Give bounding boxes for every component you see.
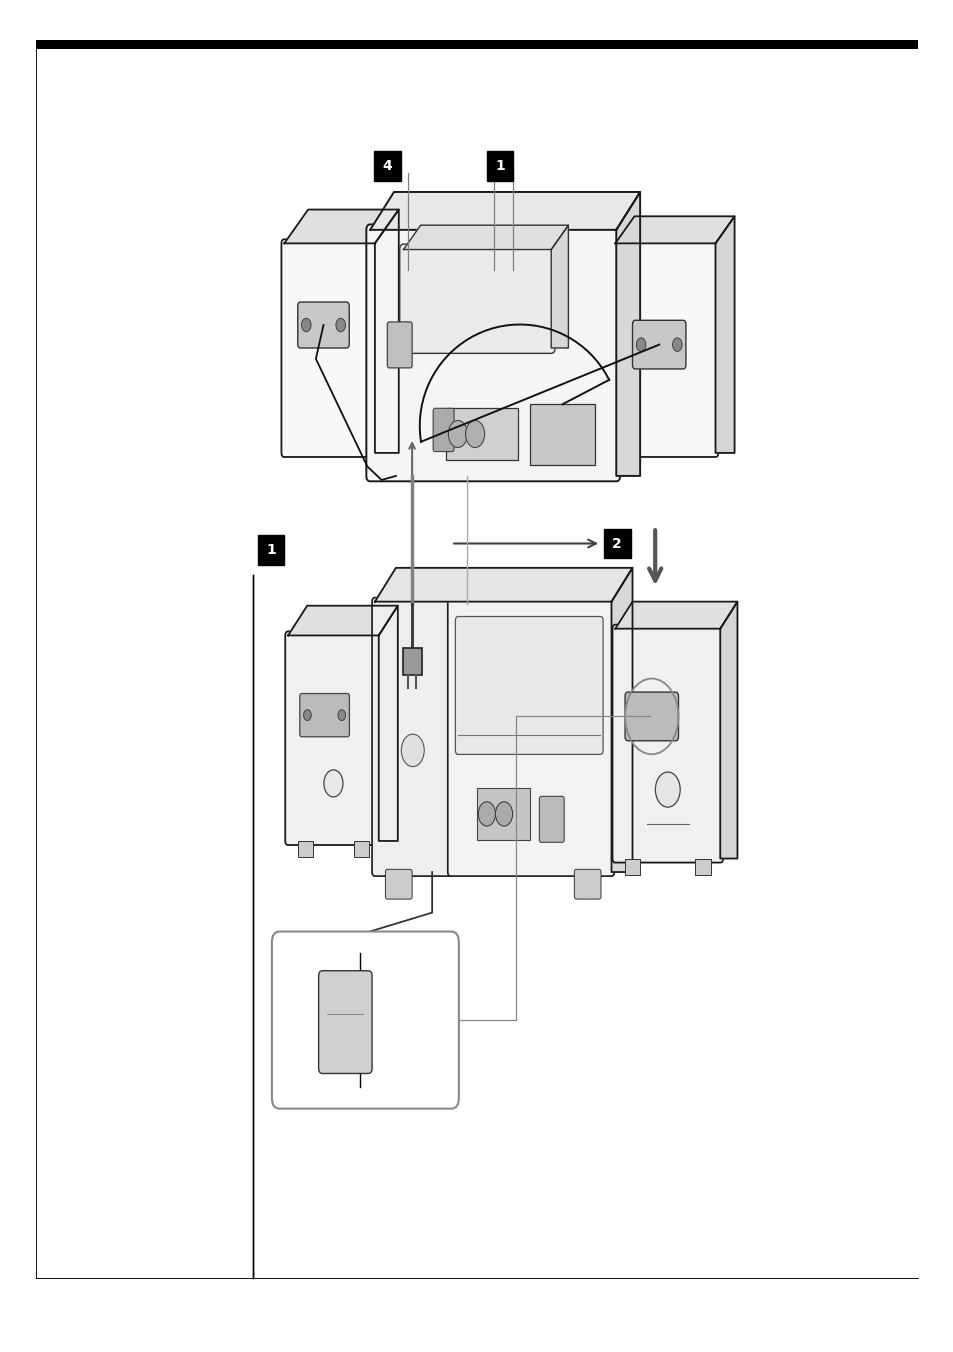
Polygon shape — [375, 210, 398, 453]
Circle shape — [477, 802, 495, 826]
Polygon shape — [370, 192, 639, 230]
FancyBboxPatch shape — [385, 869, 412, 899]
FancyBboxPatch shape — [433, 408, 454, 452]
Circle shape — [401, 734, 424, 767]
Text: 2: 2 — [612, 537, 621, 550]
FancyBboxPatch shape — [612, 625, 722, 863]
Polygon shape — [403, 226, 568, 250]
Polygon shape — [720, 602, 737, 859]
Bar — [446, 408, 517, 460]
Circle shape — [301, 318, 311, 331]
Polygon shape — [616, 192, 639, 476]
FancyBboxPatch shape — [366, 224, 619, 481]
Bar — [297, 841, 313, 857]
FancyBboxPatch shape — [281, 239, 377, 457]
Polygon shape — [715, 216, 734, 453]
FancyBboxPatch shape — [372, 598, 453, 876]
Polygon shape — [284, 210, 398, 243]
Bar — [257, 535, 284, 565]
Polygon shape — [551, 226, 568, 347]
FancyBboxPatch shape — [387, 322, 412, 368]
FancyBboxPatch shape — [455, 617, 602, 754]
Text: 4: 4 — [382, 160, 392, 173]
Bar — [374, 151, 400, 181]
Polygon shape — [375, 568, 632, 602]
Bar — [402, 648, 421, 675]
FancyBboxPatch shape — [632, 320, 685, 369]
Circle shape — [448, 420, 467, 448]
FancyBboxPatch shape — [447, 598, 614, 876]
FancyBboxPatch shape — [272, 932, 458, 1109]
FancyBboxPatch shape — [612, 239, 718, 457]
Bar — [354, 841, 369, 857]
Polygon shape — [615, 602, 737, 629]
FancyBboxPatch shape — [299, 694, 349, 737]
Bar — [36, 41, 917, 49]
FancyBboxPatch shape — [624, 692, 678, 741]
Text: 1: 1 — [495, 160, 504, 173]
Bar — [530, 404, 595, 465]
Circle shape — [335, 318, 345, 331]
FancyBboxPatch shape — [538, 796, 563, 842]
Circle shape — [303, 710, 311, 721]
Circle shape — [672, 338, 681, 352]
Polygon shape — [615, 216, 734, 243]
Circle shape — [495, 802, 512, 826]
FancyBboxPatch shape — [399, 245, 555, 353]
Circle shape — [337, 710, 345, 721]
FancyBboxPatch shape — [318, 971, 372, 1073]
Bar — [695, 859, 710, 875]
Bar — [603, 529, 630, 558]
Circle shape — [655, 772, 679, 807]
Text: 1: 1 — [266, 544, 275, 557]
Polygon shape — [611, 568, 632, 872]
Bar — [476, 788, 529, 840]
Bar — [624, 859, 639, 875]
Bar — [486, 151, 513, 181]
Polygon shape — [378, 606, 397, 841]
Circle shape — [636, 338, 645, 352]
FancyBboxPatch shape — [285, 631, 381, 845]
FancyBboxPatch shape — [297, 301, 349, 347]
Circle shape — [323, 769, 343, 796]
Circle shape — [465, 420, 484, 448]
FancyBboxPatch shape — [574, 869, 600, 899]
Polygon shape — [288, 606, 397, 635]
